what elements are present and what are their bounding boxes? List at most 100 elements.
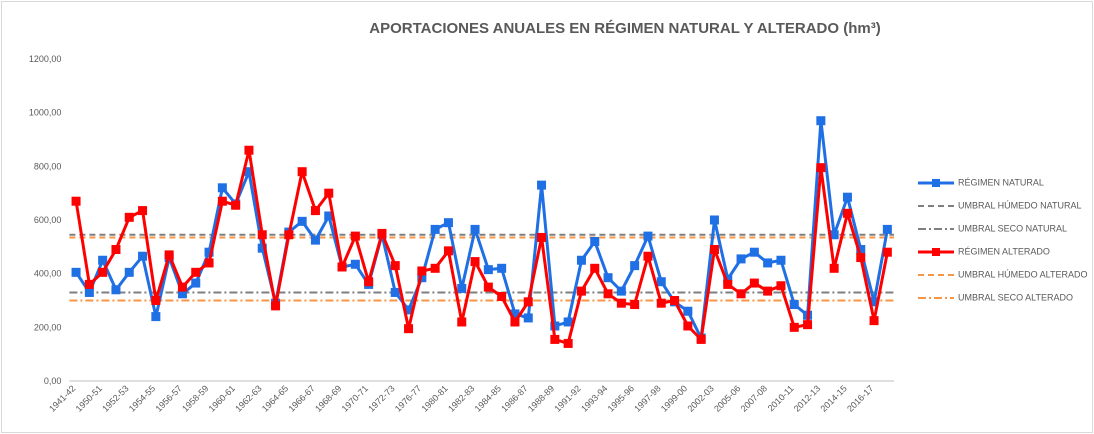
y-tick-label: 600,00 (34, 215, 62, 225)
point (869, 316, 879, 326)
point (390, 287, 400, 297)
point (177, 282, 187, 292)
point (523, 313, 533, 323)
legend-label: UMBRAL HÚMEDO ALTERADO (958, 269, 1088, 279)
y-tick-label: 800,00 (34, 161, 62, 171)
y-tick-label: 1000,00 (29, 108, 62, 118)
point (470, 257, 480, 267)
point (124, 212, 134, 222)
point (257, 230, 267, 240)
point (443, 218, 453, 228)
point (111, 245, 121, 255)
point (84, 279, 94, 289)
point (882, 247, 892, 257)
point (510, 317, 520, 327)
point (723, 279, 733, 289)
point (829, 263, 839, 273)
point (670, 296, 680, 305)
point (537, 232, 547, 242)
legend-label: RÉGIMEN NATURAL (958, 177, 1044, 187)
point (683, 306, 693, 316)
point (377, 228, 387, 238)
point (457, 283, 467, 293)
y-tick-label: 200,00 (34, 322, 62, 332)
point (656, 277, 666, 287)
point (736, 254, 746, 264)
chart-title: APORTACIONES ANUALES EN RÉGIMEN NATURAL … (369, 20, 880, 37)
point (816, 116, 826, 126)
point (643, 251, 653, 261)
point (763, 258, 773, 268)
point (856, 253, 866, 263)
point (882, 224, 892, 234)
point (776, 255, 786, 265)
point (84, 287, 94, 297)
point (98, 255, 108, 265)
point (297, 216, 307, 226)
point (842, 192, 852, 202)
point (842, 208, 852, 218)
point (709, 215, 719, 225)
point (244, 145, 254, 155)
point (310, 206, 320, 216)
point (590, 263, 600, 273)
point (417, 266, 427, 276)
point (789, 322, 799, 332)
y-tick-label: 1200,00 (29, 54, 62, 64)
point (191, 267, 201, 277)
point (563, 317, 573, 327)
point (217, 183, 227, 193)
point (71, 267, 81, 277)
point (324, 211, 334, 221)
point (576, 255, 586, 265)
point (350, 231, 360, 241)
point (563, 338, 573, 348)
y-tick-label: 0,00 (44, 376, 62, 386)
point (869, 297, 879, 307)
point (723, 274, 733, 284)
point (683, 321, 693, 331)
point (497, 263, 507, 273)
point (244, 167, 254, 177)
point (576, 286, 586, 296)
point (98, 267, 108, 277)
point (590, 236, 600, 246)
point (856, 245, 866, 255)
point (138, 206, 148, 216)
point (457, 317, 467, 327)
point (257, 243, 267, 253)
point (310, 235, 320, 245)
point (736, 289, 746, 299)
point (470, 224, 480, 234)
point (803, 320, 813, 330)
point (390, 261, 400, 271)
point (763, 286, 773, 296)
point (217, 196, 227, 206)
point (404, 324, 414, 334)
point (483, 265, 493, 275)
point (643, 231, 653, 241)
point (816, 163, 826, 173)
point (138, 251, 148, 261)
point (749, 278, 759, 288)
point (550, 334, 560, 344)
point (630, 300, 640, 310)
point (656, 298, 666, 308)
point (789, 300, 799, 310)
point (177, 289, 187, 299)
point (111, 285, 121, 295)
legend-label: UMBRAL SECO ALTERADO (958, 292, 1073, 302)
point (324, 188, 334, 198)
legend-marker (932, 248, 940, 256)
point (537, 180, 547, 190)
point (231, 200, 241, 210)
point (284, 230, 294, 240)
point (430, 263, 440, 273)
point (404, 305, 414, 315)
point (603, 289, 613, 299)
point (616, 298, 626, 308)
point (829, 230, 839, 240)
point (776, 281, 786, 291)
